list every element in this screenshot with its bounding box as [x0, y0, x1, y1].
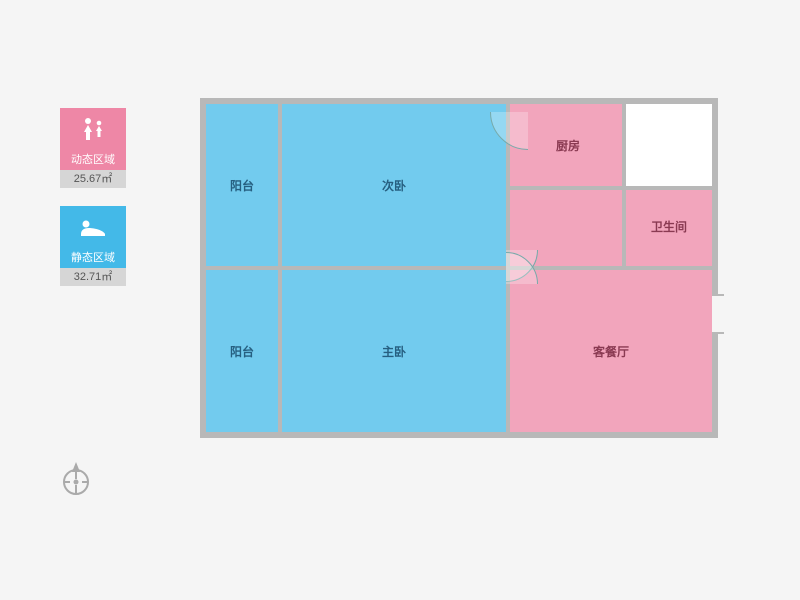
room-label-bathroom: 卫生间	[651, 218, 687, 235]
room-balcony2: 阳台	[206, 270, 278, 432]
legend-item-static: 静态区域 32.71㎡	[60, 206, 126, 286]
legend: 动态区域 25.67㎡ 静态区域 32.71㎡	[60, 108, 126, 304]
room-label-bedroom2: 次卧	[382, 177, 406, 194]
legend-label-static: 静态区域	[60, 248, 126, 268]
room-living: 客餐厅	[510, 270, 712, 432]
legend-value-dynamic: 25.67㎡	[60, 170, 126, 188]
room-label-kitchen: 厨房	[556, 137, 580, 154]
room-label-balcony2: 阳台	[230, 343, 254, 360]
rest-icon	[60, 206, 126, 248]
room-bedroom2: 次卧	[282, 104, 506, 266]
room-label-bedroom1: 主卧	[382, 343, 406, 360]
compass-icon	[56, 458, 96, 498]
legend-value-static: 32.71㎡	[60, 268, 126, 286]
room-bedroom1: 主卧	[282, 270, 506, 432]
wall-divider	[506, 186, 712, 190]
room-label-living: 客餐厅	[593, 343, 629, 360]
room-label-balcony1: 阳台	[230, 177, 254, 194]
wall-divider	[278, 104, 282, 432]
wall-divider	[622, 104, 626, 186]
room-balcony1: 阳台	[206, 104, 278, 266]
wall-divider	[622, 186, 626, 266]
legend-label-dynamic: 动态区域	[60, 150, 126, 170]
exterior-door	[712, 294, 724, 334]
floorplan: 阳台次卧厨房卫生间阳台主卧客餐厅	[200, 98, 718, 438]
people-icon	[60, 108, 126, 150]
legend-item-dynamic: 动态区域 25.67㎡	[60, 108, 126, 188]
room-bathroom: 卫生间	[626, 186, 712, 266]
